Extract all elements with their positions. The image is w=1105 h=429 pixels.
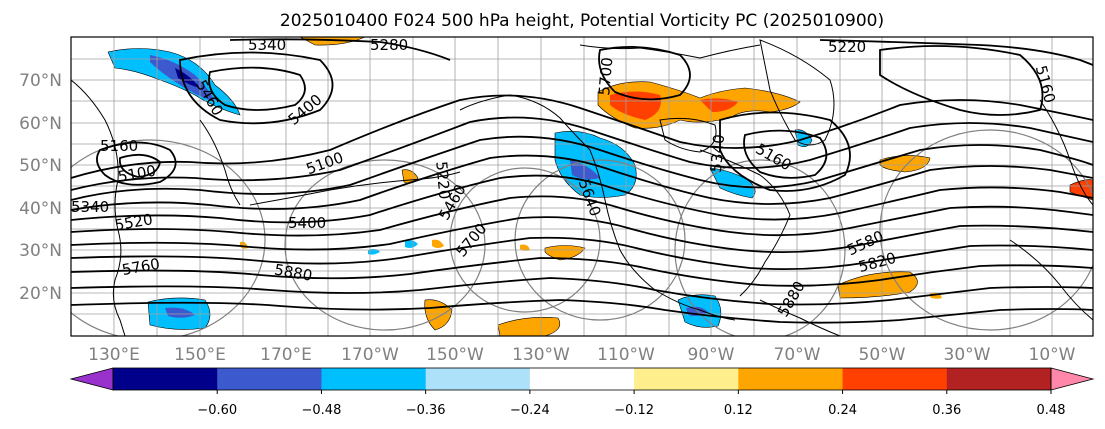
height-contour <box>71 299 1093 324</box>
height-contour-label: 5220 <box>828 38 866 56</box>
height-contour <box>71 154 1093 211</box>
height-contour <box>71 216 1093 254</box>
longitude-label: 150°W <box>426 345 484 365</box>
height-contour <box>71 236 1093 271</box>
contour-labels: 5340 5280 5220 5160 5460 5400 5100 5160 … <box>71 36 1059 320</box>
height-contour-label: 5400 <box>288 214 326 232</box>
latitude-label: 20°N <box>19 284 62 304</box>
colorbar-segment <box>113 368 218 390</box>
height-contour <box>71 174 1093 224</box>
coastline-north-america-west <box>589 149 736 321</box>
pv-region <box>1069 179 1093 201</box>
map-panel: 5340 5280 5220 5160 5460 5400 5100 5160 … <box>71 36 1093 336</box>
coastline-north-america-east <box>699 149 791 297</box>
height-contour <box>71 257 1093 287</box>
longitude-label: 30°W <box>944 345 991 365</box>
height-contour <box>598 46 691 101</box>
latitude-label: 50°N <box>19 156 62 176</box>
latitude-label: 60°N <box>19 114 62 134</box>
pv-region <box>544 245 586 261</box>
longitude-label: 130°W <box>512 345 570 365</box>
colorbar-tick-label: 0.12 <box>724 403 753 418</box>
latitude-labels: 70°N 60°N 50°N 40°N 30°N 20°N <box>19 71 62 304</box>
coastline-hudson-bay <box>659 117 717 153</box>
longitude-labels: 130°E 150°E 170°E 170°W 150°W 130°W 110°… <box>88 345 1076 365</box>
longitude-label: 130°E <box>88 345 140 365</box>
gridlines <box>71 37 1093 336</box>
latitude-label: 30°N <box>19 241 62 261</box>
coastline-kamchatka <box>199 119 241 206</box>
height-contour <box>71 195 1093 237</box>
height-contour-label: 5220 <box>432 161 453 201</box>
pv-region <box>837 271 918 299</box>
height-contour <box>229 38 451 61</box>
colorbar-segment <box>738 368 844 390</box>
pv-region <box>520 244 530 251</box>
colorbar-tick-label: 0.48 <box>1037 403 1066 418</box>
height-contour <box>819 39 1093 66</box>
height-contour <box>71 94 1093 179</box>
height-contour-label: 5160 <box>100 137 138 155</box>
longitude-label: 50°W <box>859 345 906 365</box>
height-contour-label: 5340 <box>707 134 728 174</box>
longitude-label: 110°W <box>597 345 655 365</box>
height-contour <box>208 66 306 111</box>
colorbar-segment <box>425 368 531 390</box>
map-title: 2025010400 F024 500 hPa height, Potentia… <box>280 11 884 31</box>
height-contour-label: 5340 <box>71 198 109 216</box>
colorbar-segment <box>634 368 739 390</box>
height-contour <box>71 135 1093 201</box>
latitude-label: 40°N <box>19 199 62 219</box>
colorbar-tick-label: −0.12 <box>614 403 654 418</box>
height-contour <box>879 45 1044 116</box>
longitude-label: 70°W <box>774 345 821 365</box>
height-contour-label: 5340 <box>248 36 286 54</box>
height-contour <box>743 129 828 179</box>
map-border <box>70 36 1094 337</box>
colorbar-segment <box>321 368 427 390</box>
height-contour-label: 5280 <box>370 36 408 54</box>
coastline-europe-west <box>1039 99 1093 206</box>
height-contour <box>719 111 851 192</box>
coastline-aleutians <box>249 171 461 206</box>
colorbar-tick-label: 0.24 <box>828 403 857 418</box>
pv-region <box>432 239 444 248</box>
colorbar-tick-label: −0.36 <box>406 403 446 418</box>
coastline-alaska <box>459 94 591 151</box>
height-contours <box>71 38 1093 324</box>
colorbar-tick-label: −0.48 <box>302 403 342 418</box>
latitude-label: 70°N <box>19 71 62 91</box>
pv-region <box>879 155 931 173</box>
longitude-label: 170°E <box>260 345 312 365</box>
colorbar-segment <box>529 368 635 390</box>
colorbar-segment <box>217 368 322 390</box>
longitude-label: 170°W <box>341 345 399 365</box>
height-contour <box>71 116 1093 191</box>
colorbar: −0.60 −0.48 −0.36 −0.24 −0.12 0.12 0.24 0.36 0.4… <box>69 367 1095 418</box>
colorbar-tick-label: 0.36 <box>932 403 961 418</box>
longitude-label: 90°W <box>688 345 735 365</box>
height-contour <box>71 277 1093 306</box>
longitude-label: 150°E <box>174 345 226 365</box>
coastline-greenland <box>759 39 835 146</box>
pv-region <box>165 307 195 318</box>
colorbar-extend-low <box>69 367 114 391</box>
colorbar-tick-label: −0.60 <box>197 403 237 418</box>
colorbar-segment <box>842 368 948 390</box>
colorbar-tick-label: −0.24 <box>510 403 550 418</box>
height-contour-label: 5700 <box>595 57 616 97</box>
colorbar-segment <box>946 368 1052 390</box>
height-contour <box>96 141 177 186</box>
pv-region <box>497 317 561 336</box>
colorbar-extend-high <box>1050 367 1095 391</box>
colorbar-frame <box>112 367 1052 391</box>
height-contour <box>118 153 161 178</box>
height-contour <box>179 51 334 125</box>
pv-region <box>405 240 418 248</box>
coastline-south-america-north <box>759 299 841 336</box>
pv-region <box>700 98 738 112</box>
pv-region <box>709 167 756 199</box>
longitude-label: 10°W <box>1029 345 1076 365</box>
